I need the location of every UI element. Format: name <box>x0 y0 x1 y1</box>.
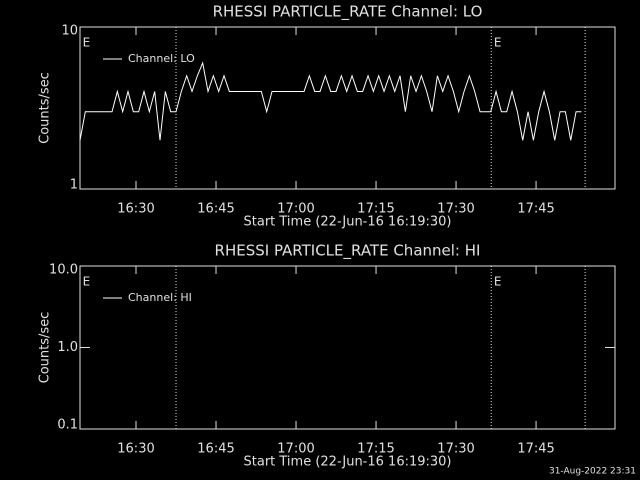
x-tick-label: 16:45 <box>197 442 234 457</box>
series-line <box>79 61 582 141</box>
chart-title: RHESSI PARTICLE_RATE Channel: HI <box>215 242 481 261</box>
x-tick-label: 17:30 <box>437 442 474 457</box>
x-tick-label: 17:30 <box>437 202 474 217</box>
chart-title: RHESSI PARTICLE_RATE Channel: LO <box>213 3 483 22</box>
y-tick-label: 10.0 <box>49 263 78 278</box>
flag-label: E <box>83 275 91 289</box>
x-axis-label: Start Time (22-Jun-16 16:19:30) <box>244 455 452 470</box>
x-axis-label: Start Time (22-Jun-16 16:19:30) <box>244 215 452 230</box>
y-axis-label: Counts/sec <box>38 72 53 144</box>
x-tick-label: 16:45 <box>197 202 234 217</box>
x-tick-label: 17:45 <box>517 442 554 457</box>
y-tick-label: 0.1 <box>57 418 78 433</box>
x-tick-label: 16:30 <box>117 442 154 457</box>
y-tick-label: 1 <box>70 178 78 193</box>
y-tick-label: 10 <box>61 24 78 39</box>
y-tick-label: 1.0 <box>57 340 78 355</box>
x-tick-label: 17:00 <box>277 202 314 217</box>
x-tick-label: 16:30 <box>117 202 154 217</box>
y-axis-label: Counts/sec <box>38 312 53 384</box>
flag-label: E <box>494 36 502 50</box>
plot-frame <box>79 26 616 190</box>
x-tick-label: 17:45 <box>517 202 554 217</box>
flag-label: E <box>83 36 91 50</box>
x-tick-label: 17:15 <box>357 442 394 457</box>
footer: 31-Aug-2022 23:31 <box>549 467 636 477</box>
flag-label: E <box>494 275 502 289</box>
legend-label: Channel: LO <box>128 52 195 65</box>
x-tick-label: 17:15 <box>357 202 394 217</box>
x-tick-label: 17:00 <box>277 442 314 457</box>
legend-label: Channel: HI <box>128 291 192 304</box>
